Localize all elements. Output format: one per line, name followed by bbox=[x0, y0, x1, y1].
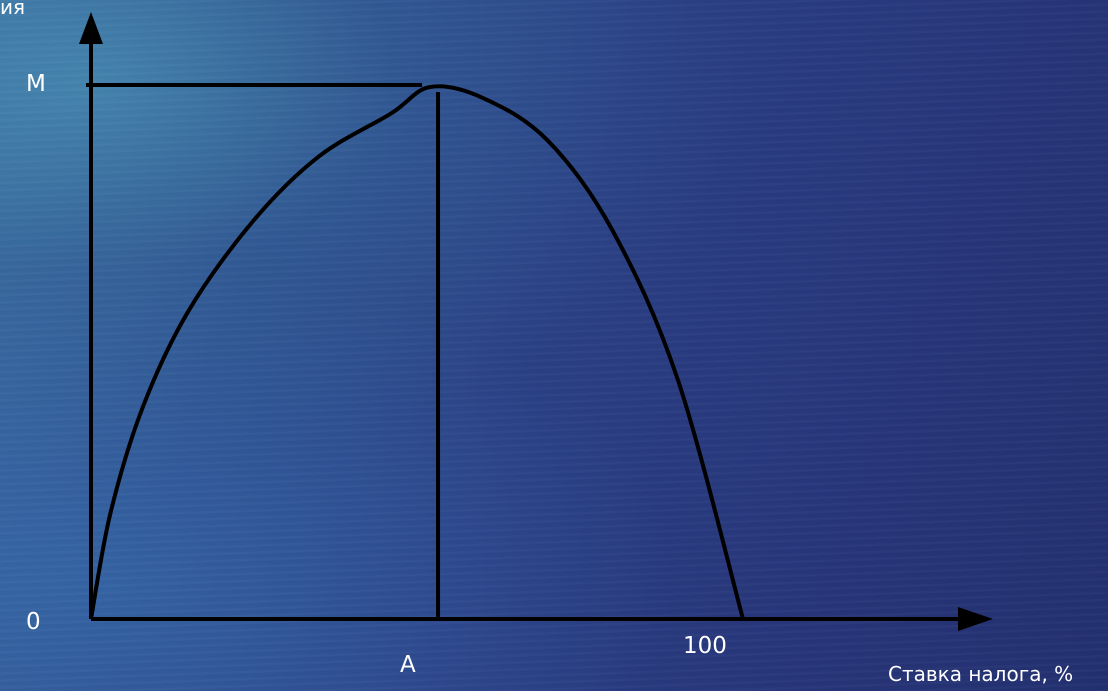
y-axis-arrow bbox=[79, 12, 103, 44]
y-tick-max-label: M bbox=[26, 71, 46, 97]
x-tick-peak-label: A bbox=[400, 652, 416, 678]
laffer-curve bbox=[89, 84, 745, 620]
x-tick-end-label: 100 bbox=[683, 633, 727, 659]
y-axis-label: ия bbox=[0, 0, 26, 19]
x-axis-label: Ставка налога, % bbox=[888, 662, 1074, 686]
x-axis-arrow bbox=[958, 607, 993, 631]
origin-label: 0 bbox=[26, 609, 41, 635]
